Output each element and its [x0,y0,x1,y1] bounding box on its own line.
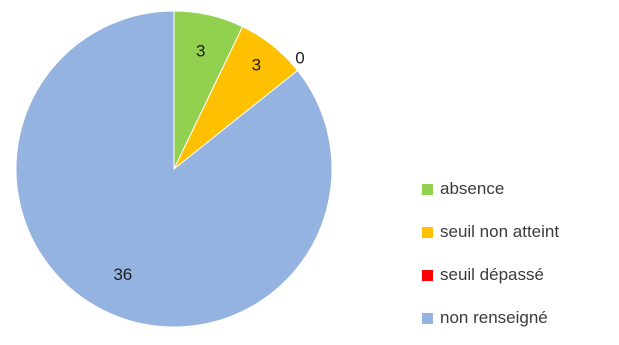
legend-label-absence: absence [440,179,505,198]
legend-swatch-seuil-depasse [422,269,433,281]
legend-label-non-renseigne: non renseigné [440,308,548,327]
legend-label-seuil-depasse: seuil dépassé [440,265,544,284]
data-label-seuil-non-atteint: 3 [252,55,261,74]
legend-item-non-renseigne: non renseigné [422,307,612,329]
legend-swatch-non-renseigne [422,312,433,324]
data-label-seuil-depasse: 0 [295,48,304,67]
data-label-non-renseigne: 36 [113,265,132,284]
legend-swatch-absence [422,183,433,195]
legend-item-seuil-non-atteint: seuil non atteint [422,221,612,243]
legend-swatch-seuil-non-atteint [422,226,433,238]
legend-label-seuil-non-atteint: seuil non atteint [440,222,560,241]
legend-item-seuil-depasse: seuil dépassé [422,264,612,286]
pie-data-labels: 3 3 0 36 [113,41,304,283]
pie-slices [15,10,333,328]
legend-item-absence: absence [422,178,612,200]
data-label-absence: 3 [196,41,205,60]
chart-legend: absence seuil non atteint seuil dépassé … [422,178,612,329]
pie-slice-non-renseigne [15,10,333,328]
